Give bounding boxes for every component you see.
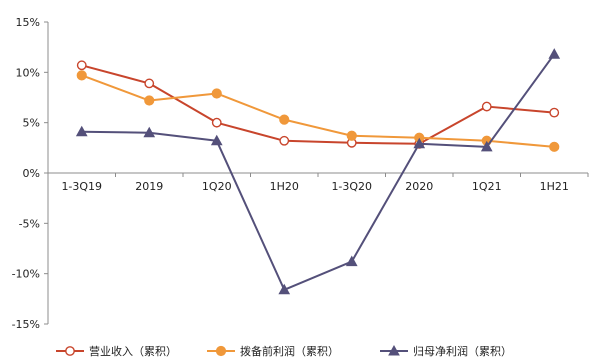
data-point — [548, 48, 561, 59]
data-point — [211, 117, 222, 128]
data-point — [76, 70, 87, 81]
x-tick-label: 1-3Q20 — [331, 180, 372, 193]
data-point — [144, 95, 155, 106]
data-point — [279, 135, 290, 146]
legend-item: 营业收入（累积） — [56, 344, 177, 358]
series-line — [81, 74, 555, 148]
y-tick-label: 0% — [23, 167, 40, 180]
data-point — [413, 137, 426, 149]
data-point — [480, 140, 493, 152]
x-tick-label: 2020 — [405, 180, 433, 193]
legend-label: 拨备前利润（累积） — [240, 344, 339, 358]
y-tick-label: 15% — [16, 16, 40, 29]
data-point — [75, 125, 88, 137]
y-tick-label: -15% — [12, 318, 40, 331]
y-tick-label: -5% — [19, 217, 40, 230]
x-tick-label: 1-3Q19 — [61, 180, 102, 193]
data-point — [76, 60, 87, 71]
x-axis: 1-3Q19 2019 1Q20 1H20 1-3Q20 2020 1Q21 1H21 — [47, 172, 589, 193]
data-point — [143, 126, 156, 138]
legend-swatch-marker — [215, 345, 227, 357]
legend-swatch-marker — [65, 346, 75, 356]
data-point — [481, 101, 492, 112]
data-point — [211, 88, 222, 99]
x-tick-label: 1Q21 — [472, 180, 502, 193]
legend-label: 营业收入（累积） — [89, 344, 177, 358]
series-layer — [75, 48, 561, 295]
data-point — [279, 114, 290, 125]
legend: 营业收入（累积） 拨备前利润（累积） 归母净利润（累积） — [56, 344, 512, 358]
legend-item: 拨备前利润（累积） — [207, 344, 339, 358]
data-point — [345, 255, 358, 267]
x-tick-label: 1H21 — [540, 180, 569, 193]
y-tick-label: 5% — [23, 117, 40, 130]
data-point — [549, 107, 560, 118]
x-tick-label: 1Q20 — [202, 180, 232, 193]
data-point — [549, 141, 560, 152]
series-0 — [76, 60, 560, 149]
x-tick-label: 1H20 — [270, 180, 299, 193]
data-point — [346, 130, 357, 141]
x-tick-label: 2019 — [135, 180, 163, 193]
y-tick-label: -10% — [12, 268, 40, 281]
legend-item: 归母净利润（累积） — [380, 344, 512, 358]
series-1 — [76, 70, 560, 152]
y-axis: 15% 10% 5% 0% -5% -10% -15% — [12, 16, 49, 331]
series-line — [81, 64, 555, 145]
data-point — [278, 283, 291, 295]
legend-swatch-marker — [388, 344, 400, 356]
legend-label: 归母净利润（累积） — [413, 344, 512, 358]
y-tick-label: 10% — [16, 66, 40, 79]
series-2 — [75, 48, 561, 295]
data-point — [144, 78, 155, 89]
data-point — [210, 134, 223, 146]
series-line — [81, 53, 556, 291]
